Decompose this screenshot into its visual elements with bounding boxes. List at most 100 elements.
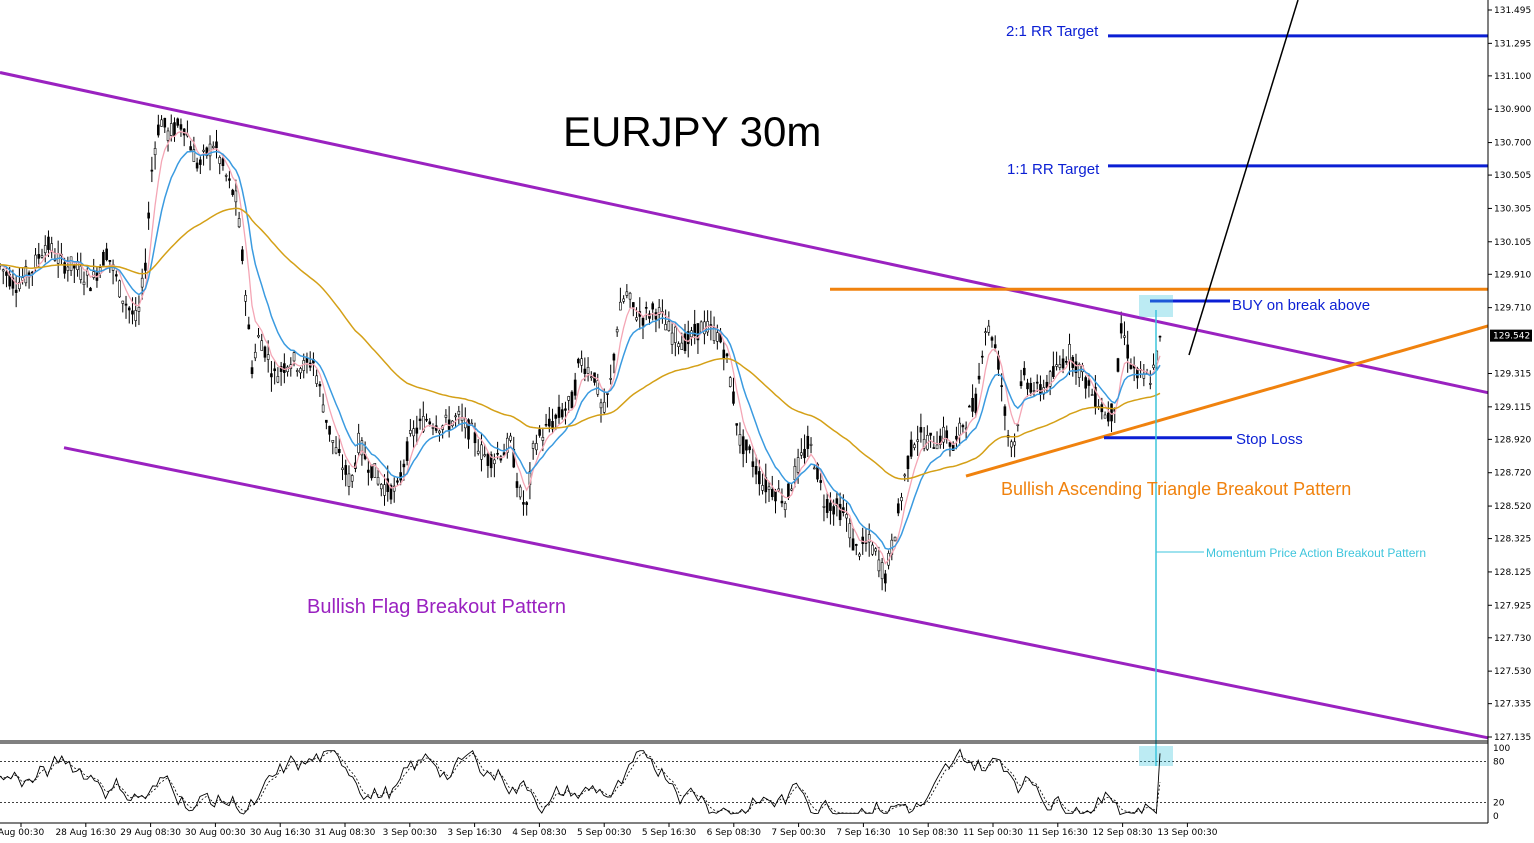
candle-body (79, 265, 83, 280)
candle-body (884, 573, 887, 584)
candle-body (518, 486, 522, 498)
candle-body (11, 277, 15, 289)
candle-body (473, 432, 477, 444)
candle-body (825, 499, 829, 513)
flag-lower-line (63, 446, 1489, 740)
candle-body (299, 368, 302, 374)
candle-body (903, 474, 907, 477)
candle-body (105, 248, 108, 260)
candle-body (570, 391, 574, 409)
candle-body (418, 418, 422, 422)
candle-body (127, 307, 131, 311)
candle-body (612, 353, 616, 361)
candle-body (5, 271, 8, 276)
projection-line (1188, 0, 1299, 356)
candle-body (845, 514, 848, 519)
candle-body (318, 383, 322, 387)
candle-body (987, 325, 991, 333)
candle-body (916, 439, 919, 442)
candle-body (1039, 384, 1042, 395)
time-tick-label: 11 Sep 00:30 (963, 828, 1023, 838)
candle-body (748, 446, 751, 451)
candle-body (402, 463, 406, 468)
rr-target-1-label: 1:1 RR Target (1007, 161, 1100, 178)
candle-body (43, 245, 47, 254)
price-tick-label: 129.315 (1494, 370, 1531, 380)
candle-body (92, 271, 96, 278)
candle-body (47, 236, 50, 250)
candle-body (421, 416, 425, 432)
candle-body (560, 409, 564, 418)
candle-body (683, 333, 687, 352)
candle-body (134, 310, 138, 321)
candle-body (770, 489, 774, 497)
candle-body (567, 396, 570, 401)
candle-body (900, 497, 903, 502)
candle-body (699, 321, 703, 333)
candle-body (909, 439, 913, 457)
candle-body (273, 368, 276, 372)
candle-body (405, 441, 409, 461)
candle-body (37, 254, 41, 259)
candle-body (228, 178, 231, 181)
candle-body (140, 277, 144, 288)
candle-body (483, 454, 486, 457)
candle-body (761, 485, 764, 491)
candle-body (564, 408, 567, 411)
candle-body (664, 324, 667, 331)
price-tick-label: 129.710 (1494, 304, 1531, 314)
time-tick-label: 11 Sep 16:30 (1028, 828, 1088, 838)
candle-body (396, 480, 399, 483)
time-tick-label: 3 Sep 16:30 (447, 828, 502, 838)
candle-body (732, 391, 735, 404)
candle-body (880, 562, 884, 580)
candle-body (415, 427, 419, 434)
candle-body (1152, 364, 1155, 368)
candle-body (63, 262, 66, 274)
candle-body (738, 434, 742, 446)
candle-body (632, 302, 635, 308)
candle-body (1010, 441, 1013, 448)
candle-body (40, 255, 44, 258)
candle-body (89, 287, 92, 292)
candle-body (486, 453, 490, 466)
candle-body (331, 439, 335, 443)
rr-target-2-label: 2:1 RR Target (1006, 23, 1099, 40)
candle-body (341, 467, 344, 470)
candle-body (858, 553, 861, 557)
candle-body (1110, 403, 1113, 422)
candle-body (357, 432, 360, 454)
time-tick-label: 28 Aug 16:30 (55, 828, 116, 838)
candle-body (525, 502, 528, 505)
candle-body (1, 269, 5, 272)
price-tick-label: 130.700 (1494, 139, 1531, 149)
candle-body (192, 149, 196, 162)
candle-body (279, 366, 283, 372)
candle-body (942, 426, 945, 443)
candle-body (625, 291, 629, 296)
candle-body (515, 481, 519, 488)
candle-body (1074, 361, 1078, 373)
candle-body (1126, 344, 1129, 359)
candle-body (166, 130, 170, 141)
candle-body (851, 538, 855, 551)
ma-slow-line (0, 207, 1161, 480)
candle-body (754, 466, 758, 475)
candle-body (758, 471, 761, 485)
candle-body (745, 439, 748, 451)
candle-body (211, 145, 215, 149)
price-tick-label: 131.495 (1494, 6, 1531, 16)
candle-body (651, 303, 655, 310)
candle-body (1107, 412, 1110, 422)
candle-body (496, 452, 499, 455)
candle-body (1123, 335, 1126, 338)
candle-body (218, 157, 222, 164)
candle-body (980, 355, 984, 358)
candle-body (751, 461, 755, 467)
candle-body (641, 317, 645, 326)
candle-body (644, 307, 648, 309)
flag-pattern-label: Bullish Flag Breakout Pattern (307, 596, 566, 618)
candle-body (919, 427, 923, 433)
candle-body (819, 480, 823, 483)
candle-body (305, 357, 309, 363)
